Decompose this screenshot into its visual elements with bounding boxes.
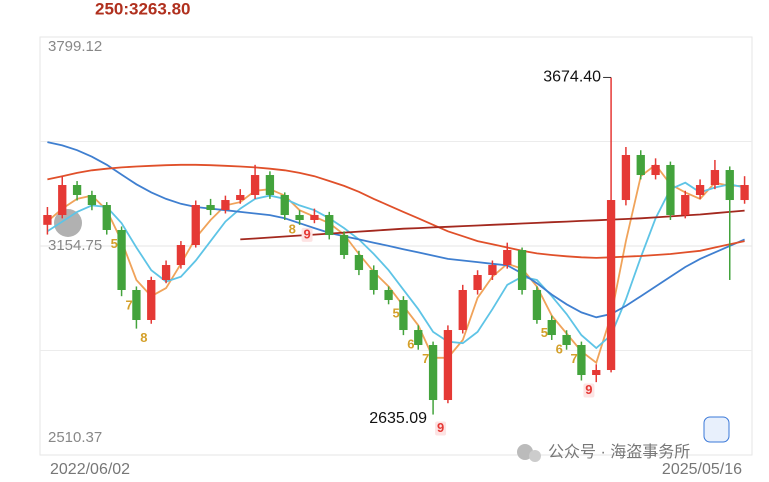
high-label: 3674.40 bbox=[543, 69, 601, 86]
candle-body bbox=[428, 345, 438, 401]
candle-body bbox=[636, 155, 645, 176]
candle-body bbox=[725, 170, 734, 201]
td-label: 9 bbox=[437, 420, 444, 435]
candle-body bbox=[517, 250, 527, 290]
td-label: 8 bbox=[289, 221, 296, 236]
candle-body bbox=[503, 250, 512, 266]
candle-body bbox=[488, 265, 497, 276]
candle-body bbox=[236, 194, 245, 201]
td-label: 5 bbox=[541, 325, 548, 340]
td-label: 8 bbox=[140, 330, 147, 345]
ma-line bbox=[240, 209, 745, 241]
candle-body bbox=[414, 330, 423, 346]
low-label: 2635.09 bbox=[369, 410, 427, 427]
candle-body bbox=[681, 194, 690, 216]
td-label: 7 bbox=[570, 351, 577, 366]
td-label: 6 bbox=[407, 337, 414, 352]
candle-body bbox=[132, 289, 141, 320]
td-label: 9 bbox=[585, 382, 592, 397]
td-label: 5 bbox=[392, 306, 399, 321]
candle-body bbox=[532, 289, 542, 320]
candle-body bbox=[384, 289, 393, 301]
td-badge bbox=[435, 421, 447, 436]
wechat-icon bbox=[529, 450, 541, 462]
y-tick-label: 3154.75 bbox=[48, 237, 102, 254]
y-tick-label: 2510.37 bbox=[48, 429, 102, 446]
watermark-text: 公众号 · 海盗事务所 bbox=[548, 443, 690, 461]
candle-body bbox=[740, 185, 749, 201]
candle-body bbox=[577, 345, 586, 376]
candle-body bbox=[147, 280, 156, 320]
candle-body bbox=[369, 270, 378, 290]
candle-body bbox=[399, 300, 408, 331]
candle-body bbox=[58, 185, 67, 216]
candle-body bbox=[710, 170, 720, 186]
candle-body bbox=[325, 215, 334, 236]
candle-body bbox=[562, 335, 571, 346]
candle-body bbox=[339, 235, 349, 255]
candle-body bbox=[221, 200, 230, 211]
candle-body bbox=[117, 229, 126, 290]
drag-handle[interactable] bbox=[54, 209, 82, 237]
candle-body bbox=[592, 370, 601, 376]
candle-body bbox=[354, 254, 364, 271]
y-tick-label: 3799.12 bbox=[48, 38, 102, 55]
candle-body bbox=[458, 289, 467, 331]
x-tick-label: 2022/06/02 bbox=[50, 461, 130, 478]
candle-body bbox=[265, 175, 275, 195]
ma-label: 250:3263.80 bbox=[95, 0, 190, 18]
candle-body bbox=[102, 205, 111, 230]
candle-body bbox=[72, 185, 82, 195]
candle-body bbox=[621, 155, 631, 201]
candle-body bbox=[473, 275, 482, 290]
candle-body bbox=[191, 205, 200, 246]
candle-body bbox=[310, 215, 319, 221]
td-label: 7 bbox=[125, 298, 132, 313]
td-label: 5 bbox=[111, 236, 118, 251]
td-label: 6 bbox=[556, 341, 563, 356]
candle-body bbox=[87, 194, 97, 206]
watermark: 公众号 · 海盗事务所 bbox=[517, 443, 690, 462]
candle-body bbox=[666, 164, 675, 216]
candle-body bbox=[176, 245, 186, 266]
ma-line bbox=[47, 163, 745, 259]
candle-body bbox=[161, 265, 171, 281]
td-label: 7 bbox=[422, 351, 429, 366]
td-badge bbox=[301, 227, 313, 242]
fullscreen-button[interactable] bbox=[703, 416, 730, 443]
candle-body bbox=[280, 194, 289, 216]
candle-body bbox=[43, 215, 52, 225]
candle-body bbox=[606, 200, 616, 371]
td-badge bbox=[583, 383, 595, 398]
td-label: 9 bbox=[303, 226, 310, 241]
candle-body bbox=[547, 319, 556, 336]
ma-line bbox=[47, 141, 745, 319]
candle-body bbox=[695, 185, 705, 195]
candle-body bbox=[206, 205, 215, 211]
candle-body bbox=[295, 215, 304, 221]
candle-body bbox=[250, 175, 260, 195]
candle-body bbox=[651, 164, 660, 176]
candle-body bbox=[443, 330, 453, 401]
ma-line bbox=[46, 163, 745, 365]
x-tick-label: 2025/05/16 bbox=[662, 461, 742, 478]
